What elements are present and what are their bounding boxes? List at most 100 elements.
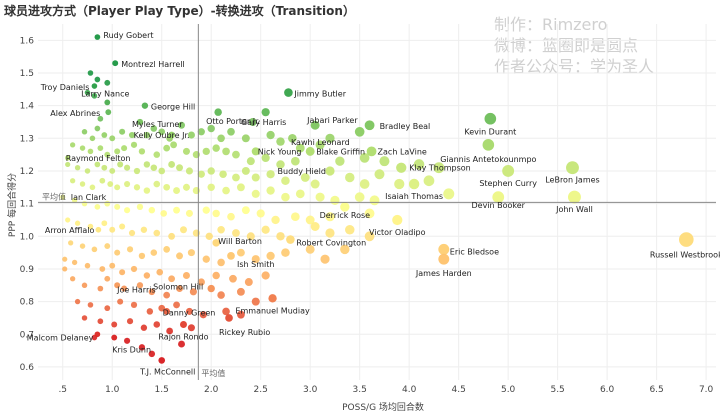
data-point	[156, 269, 163, 276]
x-tick-label: 4.5	[451, 385, 465, 395]
y-tick-label: 1.4	[20, 102, 35, 112]
data-point	[151, 249, 158, 256]
data-point	[75, 299, 80, 304]
point-label: LeBron James	[545, 176, 600, 185]
data-point	[153, 321, 160, 328]
data-point	[266, 131, 274, 139]
x-tick-label: 1.5	[155, 385, 169, 395]
data-point	[104, 243, 110, 249]
point-label: Nick Young	[258, 147, 302, 156]
data-point	[443, 188, 454, 199]
data-point	[119, 129, 125, 135]
reference-lines: 平均值平均值	[38, 24, 716, 380]
data-point	[151, 164, 158, 171]
data-point	[188, 249, 195, 256]
data-point	[247, 157, 255, 165]
point-label: George Hill	[151, 103, 195, 112]
x-axis-label: POSS/G 场均回合数	[342, 401, 424, 413]
data-point	[153, 151, 160, 158]
data-point	[374, 169, 384, 179]
data-point	[245, 278, 253, 286]
data-point	[335, 156, 344, 165]
point-label: Will Barton	[218, 237, 262, 246]
point-label: Ian Clark	[71, 193, 107, 202]
y-tick-label: 1.2	[20, 167, 34, 177]
data-point	[188, 324, 195, 331]
data-point	[217, 226, 225, 234]
avg-x-label: 平均值	[201, 368, 225, 378]
labeled-data-point	[105, 109, 111, 115]
data-point	[206, 233, 213, 240]
data-point	[168, 275, 175, 282]
x-axis-ticks: .5 1.0 1.5 2.0 2.5 3.0 3.5 4.0 4.5 5.0 5.5 6.0 6.5 7.…	[58, 385, 713, 395]
data-point	[117, 299, 123, 305]
data-point	[82, 283, 87, 288]
y-tick-label: 1.0	[20, 232, 35, 242]
point-label: Kelly Oubre Jr.	[134, 131, 190, 140]
data-point	[232, 229, 240, 237]
data-point	[70, 276, 75, 281]
data-point	[97, 286, 103, 292]
data-point	[242, 134, 250, 142]
point-label: Rajon Rondo	[158, 332, 208, 341]
data-point	[291, 212, 300, 221]
point-label: Giannis Antetokounmpo	[440, 155, 536, 164]
data-point	[296, 189, 305, 198]
labeled-data-point	[96, 227, 102, 233]
data-point	[139, 253, 145, 259]
data-points	[60, 34, 693, 364]
labeled-data-point	[268, 294, 276, 302]
labeled-data-point	[158, 357, 165, 364]
point-label: Derrick Rose	[320, 211, 371, 220]
data-point	[158, 168, 165, 175]
data-point	[229, 275, 237, 283]
data-point	[141, 227, 147, 233]
point-label: Raymond Felton	[66, 154, 131, 163]
data-point	[149, 207, 156, 214]
data-point	[144, 272, 150, 278]
x-tick-label: 5.5	[550, 385, 564, 395]
point-label: Eric Bledsoe	[450, 247, 499, 256]
point-label: Robert Covington	[296, 239, 366, 248]
data-point	[252, 173, 260, 181]
data-point	[232, 151, 240, 159]
x-tick-label: 6.0	[600, 385, 615, 395]
data-point	[237, 288, 245, 296]
data-point	[97, 318, 103, 324]
data-point	[101, 132, 107, 138]
data-point	[109, 263, 115, 269]
point-label: Zach LaVine	[378, 147, 427, 156]
data-point	[217, 135, 225, 143]
data-point	[124, 338, 130, 344]
data-point	[271, 216, 279, 224]
data-point	[227, 128, 235, 136]
data-point	[316, 193, 325, 202]
y-axis-label: PPP 每回合得分	[6, 173, 18, 237]
data-point	[193, 187, 200, 194]
data-point	[242, 206, 250, 214]
x-tick-label: 3.0	[303, 385, 318, 395]
data-point	[95, 204, 101, 210]
x-tick-label: 2.0	[204, 385, 219, 395]
data-point	[168, 161, 175, 168]
data-point	[424, 175, 435, 186]
data-point	[208, 167, 215, 174]
x-tick-label: .5	[58, 385, 67, 395]
data-point	[183, 148, 190, 155]
data-point	[109, 168, 115, 174]
point-label: Emmanuel Mudiay	[235, 306, 310, 315]
data-point	[311, 222, 320, 231]
point-label: Gary Harris	[241, 118, 286, 127]
data-point	[276, 232, 284, 240]
data-point	[109, 227, 115, 233]
labeled-data-point	[208, 285, 215, 292]
data-point	[281, 193, 290, 202]
data-point	[262, 271, 270, 279]
data-point	[281, 248, 290, 257]
data-point	[173, 187, 180, 194]
point-label: Kawhi Leonard	[291, 138, 350, 147]
data-point	[134, 184, 140, 190]
y-tick-label: 1.6	[20, 36, 35, 46]
x-tick-label: 5.0	[501, 385, 516, 395]
